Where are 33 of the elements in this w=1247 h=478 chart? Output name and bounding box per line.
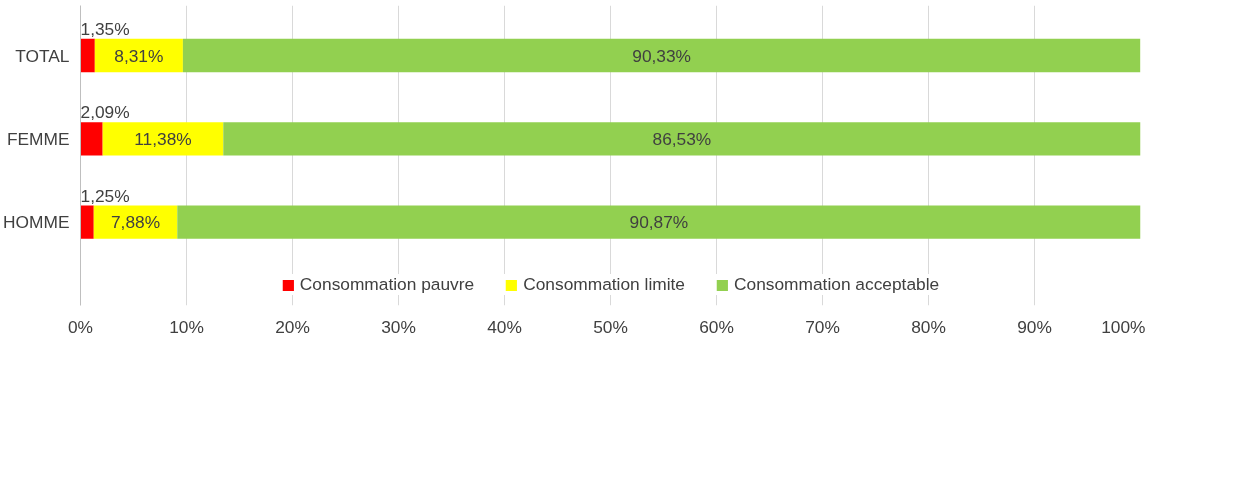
x-tick-label: 40% (487, 316, 522, 337)
x-tick-label: 30% (381, 316, 416, 337)
y-tick-label: TOTAL (15, 45, 70, 66)
x-tick-label: 70% (805, 316, 840, 337)
x-tick-label: 10% (169, 316, 204, 337)
legend-label: Consommation acceptable (733, 274, 940, 295)
data-label: 2,09% (80, 102, 130, 123)
bar (80, 205, 94, 239)
x-tick-label: 50% (593, 316, 628, 337)
y-tick-label: HOMME (3, 212, 70, 233)
data-label: 86,53% (652, 128, 712, 149)
x-tick-label: 0% (67, 316, 94, 337)
bar (177, 205, 1141, 239)
data-label: 1,25% (80, 185, 130, 206)
data-label: 8,31% (114, 45, 164, 66)
x-tick-label: 90% (1017, 316, 1052, 337)
bar (223, 122, 1141, 156)
bar (182, 38, 1141, 73)
x-tick-label: 20% (275, 316, 310, 337)
bar (80, 122, 103, 156)
bar (80, 38, 95, 73)
x-tick-label: 80% (911, 316, 946, 337)
legend-label: Consommation pauvre (299, 274, 475, 295)
x-tick-label: 60% (699, 316, 734, 337)
bar (102, 122, 224, 156)
y-tick-label: FEMME (6, 128, 70, 149)
legend-label: Consommation limite (523, 274, 685, 295)
data-label: 90,33% (632, 45, 692, 66)
data-label: 1,35% (80, 18, 130, 39)
data-label: 90,87% (629, 212, 689, 233)
data-label: 7,88% (110, 212, 161, 233)
data-label: 11,38% (134, 128, 192, 149)
x-tick-label: 100% (1101, 316, 1146, 337)
